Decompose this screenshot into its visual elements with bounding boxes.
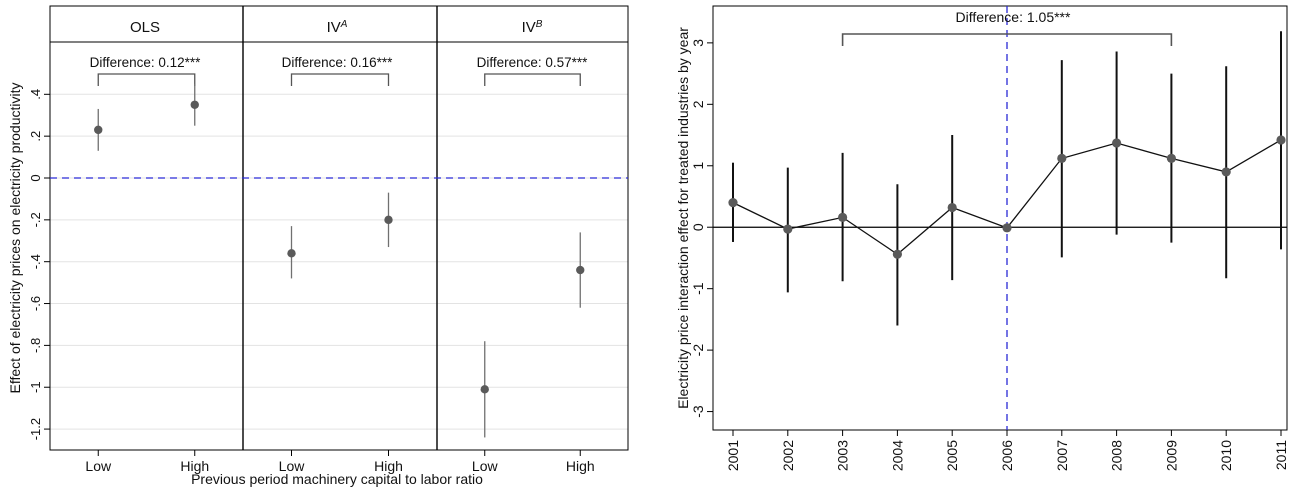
x-tick-label: 2001 xyxy=(725,440,741,471)
estimate-point xyxy=(728,198,738,208)
right-difference-bracket xyxy=(841,33,1173,46)
right-data-marks xyxy=(728,31,1286,326)
estimate-point xyxy=(947,202,957,213)
difference-label-iv-a: Difference: 0.16*** xyxy=(282,55,394,70)
x-tick-label: 2002 xyxy=(780,440,796,471)
y-tick-label: 0 xyxy=(690,223,706,231)
bracket-path xyxy=(841,33,1173,46)
coefficient-point xyxy=(190,100,199,109)
y-tick-label: -.4 xyxy=(28,254,43,269)
left-panel-frames xyxy=(49,5,629,451)
y-tick-label: .4 xyxy=(28,89,43,100)
estimate-point xyxy=(892,249,903,259)
right-x-axis-ticks: 2001 2002 2003 2004 2005 2006 2007 2008 2009 2010… xyxy=(725,430,1289,471)
left-x-axis-label: Previous period machinery capital to lab… xyxy=(191,471,483,487)
x-tick-label: High xyxy=(566,458,595,474)
difference-bracket xyxy=(97,73,196,86)
y-tick-label: -3 xyxy=(690,405,706,418)
left-x-axis-ticks: Low High Low High Low High xyxy=(85,450,595,474)
estimate-point xyxy=(1057,153,1067,163)
left-difference-labels: Difference: 0.12*** Difference: 0.16*** … xyxy=(90,55,589,70)
y-tick-label: .2 xyxy=(28,131,43,142)
coefficient-chart: OLS IVA IVB Difference: 0.12*** Differen… xyxy=(7,5,629,487)
x-tick-label: 2003 xyxy=(835,440,851,471)
panel-title-ols: OLS xyxy=(130,19,160,36)
left-panel-titles: OLS IVA IVB xyxy=(130,19,543,36)
y-tick-label: -1.2 xyxy=(28,418,43,440)
difference-bracket xyxy=(290,73,390,86)
estimate-point xyxy=(1112,138,1122,148)
difference-label-iv-b: Difference: 0.57*** xyxy=(477,55,589,70)
panel-title-iv-b-sup: B xyxy=(536,19,543,30)
y-tick-label: -1 xyxy=(28,381,43,393)
estimate-point xyxy=(838,212,848,222)
left-grid xyxy=(50,93,628,430)
x-tick-label: 2008 xyxy=(1109,440,1125,471)
estimate-point xyxy=(1002,223,1012,233)
coefficient-point xyxy=(480,385,489,394)
x-tick-label: 2011 xyxy=(1273,440,1289,470)
estimate-point xyxy=(783,224,793,234)
coefficient-point xyxy=(94,125,103,135)
y-tick-label: -2 xyxy=(690,344,706,357)
y-tick-label: -.8 xyxy=(28,338,43,353)
panel-title-iv-a-sup: A xyxy=(340,19,348,30)
x-tick-label: Low xyxy=(85,458,112,474)
coefficient-point xyxy=(287,249,296,258)
x-tick-label: 2010 xyxy=(1218,440,1234,471)
left-difference-brackets xyxy=(97,73,581,86)
x-tick-label: 2005 xyxy=(944,440,960,471)
y-tick-label: -.2 xyxy=(28,212,43,227)
estimate-point xyxy=(1166,153,1176,163)
panel-title-iv-a: IVA xyxy=(327,19,348,36)
right-y-axis-label: Electricity price interaction effect for… xyxy=(675,27,691,409)
right-difference-label: Difference: 1.05*** xyxy=(956,9,1071,25)
y-tick-label: -1 xyxy=(690,282,706,295)
y-tick-label: 3 xyxy=(690,39,706,47)
x-tick-label: High xyxy=(374,458,403,474)
left-data-marks xyxy=(94,83,585,438)
estimate-point xyxy=(1221,167,1231,177)
x-tick-label: High xyxy=(180,458,209,474)
y-tick-label: 1 xyxy=(690,162,706,170)
estimate-point xyxy=(1276,135,1286,145)
y-tick-label: 0 xyxy=(28,174,43,181)
x-tick-label: Low xyxy=(472,458,499,474)
y-tick-label: 2 xyxy=(690,100,706,108)
left-y-axis-ticks: -1.2 -1 -.8 -.6 -.4 -.2 0 .2 .4 xyxy=(28,89,50,440)
x-tick-label: Low xyxy=(279,458,306,474)
right-plot-frame xyxy=(712,5,1288,431)
left-outer-frame xyxy=(49,5,629,451)
coefficient-point xyxy=(576,265,585,275)
x-tick-label: 2004 xyxy=(889,440,905,471)
difference-label-ols: Difference: 0.12*** xyxy=(90,55,202,70)
x-tick-label: 2006 xyxy=(999,440,1015,471)
y-tick-label: -.6 xyxy=(28,296,43,311)
x-tick-label: 2009 xyxy=(1163,440,1179,471)
left-y-axis-label: Effect of electricity prices on electric… xyxy=(7,83,23,394)
coefficient-point xyxy=(384,215,393,225)
x-tick-label: 2007 xyxy=(1054,440,1070,471)
difference-bracket xyxy=(484,73,581,86)
panel-title-iv-b: IVB xyxy=(522,19,543,36)
right-y-axis-ticks: -3 -2 -1 0 1 2 3 xyxy=(690,39,713,418)
